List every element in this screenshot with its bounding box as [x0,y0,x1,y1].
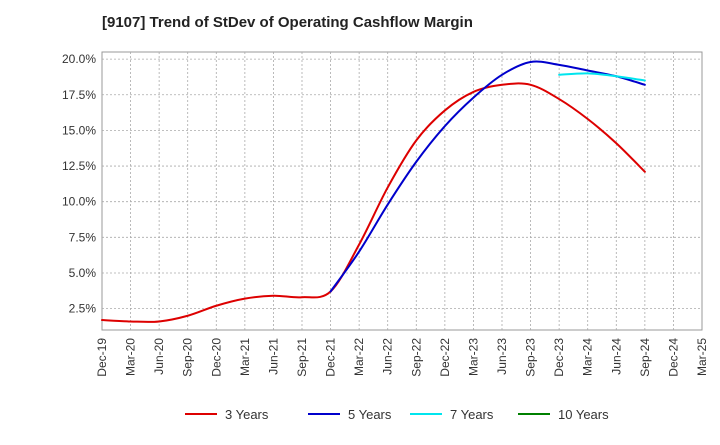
x-tick-label: Sep-22 [409,338,423,377]
plot-area [101,51,703,331]
grid-layer [102,52,702,330]
y-tick-label: 20.0% [62,52,96,66]
series-line-3-years [101,82,646,323]
x-tick-label: Mar-20 [124,338,138,376]
legend-label: 3 Years [225,407,269,422]
y-axis: 2.5% 5.0% 7.5% 10.0% 12.5% 15.0% 17.5% 20.0% [62,52,96,315]
series-line-5-years [329,60,646,293]
x-tick-label: Dec-24 [666,338,680,377]
x-tick-label: Sep-23 [524,338,538,377]
x-tick-label: Jun-20 [152,338,166,375]
series-line-7-years [558,72,646,82]
y-tick-label: 15.0% [62,123,96,137]
legend-item: 3 Years [185,407,269,422]
y-tick-label: 7.5% [69,230,97,244]
y-tick-label: 10.0% [62,195,96,209]
series-layer [101,60,646,323]
y-tick-label: 2.5% [69,302,97,316]
x-tick-label: Sep-21 [295,338,309,377]
x-tick-label: Dec-20 [209,338,223,377]
legend-label: 10 Years [558,407,609,422]
legend-item: 5 Years [308,407,392,422]
y-tick-label: 17.5% [62,88,96,102]
x-tick-label: Mar-23 [466,338,480,376]
chart-title: [9107] Trend of StDev of Operating Cashf… [102,14,473,31]
y-tick-label: 12.5% [62,159,96,173]
x-axis: Dec-19 Mar-20 Jun-20 Sep-20 Dec-20 Mar-21 Jun-… [95,338,709,377]
legend: 3 Years 5 Years 7 Years 10 Years [185,407,609,422]
x-tick-label: Mar-25 [695,338,709,376]
x-tick-label: Dec-21 [324,338,338,377]
x-tick-label: Mar-22 [352,338,366,376]
y-tick-label: 5.0% [69,266,97,280]
x-tick-label: Dec-22 [438,338,452,377]
x-tick-label: Jun-23 [495,338,509,375]
x-tick-label: Jun-24 [609,338,623,375]
x-tick-label: Mar-24 [581,338,595,376]
x-tick-label: Jun-21 [266,338,280,375]
x-tick-label: Jun-22 [381,338,395,375]
x-tick-label: Dec-19 [95,338,109,377]
x-tick-label: Sep-24 [638,338,652,377]
legend-item: 7 Years [410,407,494,422]
legend-item: 10 Years [518,407,609,422]
x-tick-label: Mar-21 [238,338,252,376]
x-tick-label: Sep-20 [181,338,195,377]
legend-label: 7 Years [450,407,494,422]
x-tick-label: Dec-23 [552,338,566,377]
legend-label: 5 Years [348,407,392,422]
